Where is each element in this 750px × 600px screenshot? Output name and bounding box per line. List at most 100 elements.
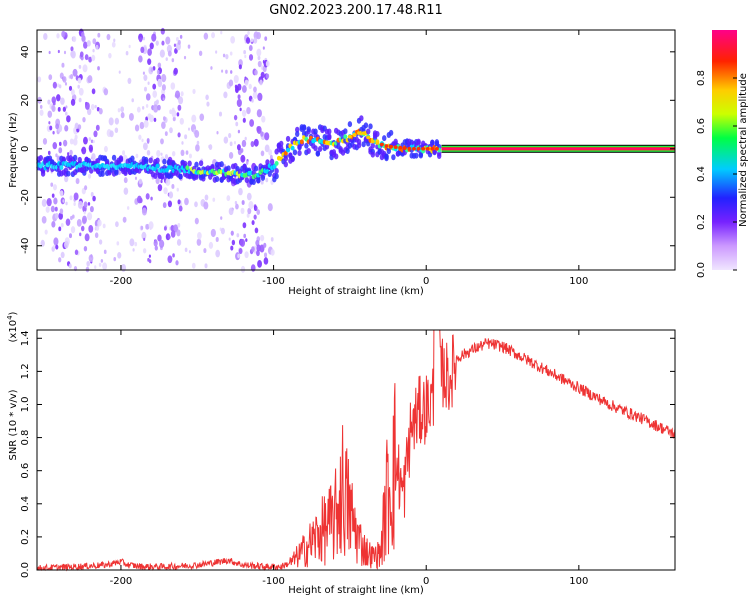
spectrogram-noise-cell — [248, 54, 254, 61]
spectrogram-noise-cell — [169, 109, 173, 115]
spectrogram-noise-cell — [79, 51, 84, 58]
spectrogram-noise-cell — [160, 138, 164, 145]
spectrogram-noise-cell — [252, 91, 258, 99]
spectrogram-noise-cell — [229, 141, 233, 147]
spectrogram-noise-cell — [180, 149, 185, 157]
spectrogram-noise-cell — [132, 248, 135, 252]
spectrogram-noise-cell — [187, 44, 191, 49]
spectrogram-halo-cell — [430, 139, 435, 146]
spectrogram-halo-cell — [313, 145, 318, 152]
spectrogram-noise-cell — [103, 88, 109, 96]
spectrogram-noise-cell — [238, 247, 243, 255]
spectrogram-noise-cell — [90, 103, 95, 111]
spectrogram-noise-cell — [173, 67, 178, 75]
spectrogram-noise-cell — [147, 48, 152, 56]
spectrogram-hot-cell — [398, 145, 403, 150]
spectrogram-noise-cell — [188, 153, 192, 159]
spectrogram-noise-cell — [155, 40, 159, 46]
spectrogram-halo-cell — [40, 170, 46, 177]
spectrogram-noise-cell — [181, 141, 184, 145]
spectrogram-noise-cell — [61, 30, 66, 38]
spectrogram-noise-cell — [75, 178, 80, 185]
colorbar-tick-label: 0.0 — [696, 262, 707, 278]
spectrogram-noise-cell — [244, 251, 249, 259]
spectrogram-noise-cell — [143, 74, 148, 81]
spectrogram-noise-cell — [87, 212, 93, 221]
spectrogram-halo-cell — [347, 121, 353, 128]
spectrogram-x-ticks: -200 -100 0 100 — [110, 30, 588, 287]
spectrogram-noise-cell — [253, 138, 259, 147]
spectrogram-noise-cell — [260, 131, 264, 137]
spectrogram-cells — [36, 27, 442, 273]
spectrogram-core-cell — [59, 165, 64, 170]
spectrogram-noise-cell — [94, 104, 97, 109]
spectrogram-noise-cell — [208, 144, 213, 150]
spectrogram-noise-cell — [238, 59, 243, 67]
spectrogram-noise-cell — [88, 137, 91, 141]
spectrogram-noise-cell — [254, 227, 259, 234]
spectrogram-noise-cell — [62, 199, 65, 203]
spectrogram-noise-cell — [230, 230, 234, 236]
spectrogram-noise-cell — [250, 38, 254, 43]
spectrogram-noise-cell — [58, 212, 63, 220]
spectrogram-noise-cell — [265, 60, 270, 67]
spectrogram-noise-cell — [95, 124, 100, 131]
spectrogram-halo-cell — [327, 128, 332, 135]
spectrogram-core-cell — [272, 164, 277, 170]
snr-x-label: Height of straight line (km) — [288, 585, 424, 596]
spectrogram-noise-cell — [171, 184, 175, 189]
spectrogram-noise-cell — [215, 50, 218, 54]
spectrogram-halo-cell — [359, 115, 364, 122]
spectrogram-core-cell — [185, 165, 190, 171]
spectrogram-halo-cell — [72, 154, 78, 161]
spectrogram-noise-cell — [246, 106, 251, 115]
spectrogram-noise-cell — [257, 92, 263, 102]
spectrogram-halo-cell — [306, 126, 311, 133]
spectrogram-noise-cell — [157, 104, 161, 111]
spectrogram-noise-cell — [247, 30, 250, 35]
spectrogram-hot-cell — [352, 133, 357, 137]
spectrogram-noise-cell — [51, 105, 55, 111]
spectrogram-noise-cell — [40, 239, 45, 247]
colorbar-gradient — [712, 30, 737, 270]
spectrogram-noise-cell — [59, 190, 64, 197]
spectrogram-noise-cell — [62, 76, 67, 83]
spectrogram-noise-cell — [95, 225, 100, 231]
spectrogram-noise-cell — [142, 71, 145, 75]
spectrogram-halo-cell — [182, 160, 188, 167]
colorbar-tick-label: 0.4 — [696, 166, 707, 182]
spectrogram-noise-cell — [197, 231, 202, 240]
spectrogram-noise-cell — [220, 216, 223, 220]
spectrogram-noise-cell — [52, 244, 56, 249]
spectrogram-noise-cell — [142, 248, 147, 254]
spectrogram-noise-cell — [263, 242, 267, 248]
spectrogram-x-tick-label: 0 — [423, 276, 429, 287]
spectrogram-noise-cell — [241, 109, 247, 117]
spectrogram-noise-cell — [127, 206, 130, 210]
spectrogram-hot-cell — [370, 139, 375, 144]
spectrogram-halo-cell — [327, 133, 332, 140]
spectrogram-noise-cell — [170, 230, 176, 238]
spectrogram-noise-cell — [111, 41, 116, 48]
spectrogram-noise-cell — [211, 32, 215, 39]
spectrogram-noise-cell — [65, 111, 68, 116]
spectrogram-noise-cell — [73, 202, 76, 206]
spectrogram-hot-cell — [357, 131, 362, 135]
spectrogram-noise-cell — [88, 56, 92, 63]
spectrogram-noise-cell — [270, 237, 274, 242]
spectrogram-noise-cell — [237, 253, 240, 259]
spectrogram-noise-cell — [262, 46, 265, 50]
spectrogram-y-ticks: -40 -20 0 20 40 — [20, 45, 675, 254]
spectrogram-noise-cell — [69, 149, 73, 156]
spectrogram-noise-cell — [177, 104, 182, 111]
spectrogram-noise-cell — [125, 51, 129, 56]
spectrogram-noise-cell — [60, 222, 64, 228]
spectrogram-noise-cell — [160, 179, 163, 184]
spectrogram-noise-cell — [216, 131, 219, 135]
spectrogram-noise-cell — [87, 75, 93, 83]
spectrogram-noise-cell — [187, 127, 191, 131]
spectrogram-noise-cell — [226, 195, 231, 202]
spectrogram-noise-cell — [206, 101, 210, 107]
spectrogram-halo-cell — [317, 145, 323, 152]
snr-y-tick-label: 1.4 — [20, 330, 31, 346]
